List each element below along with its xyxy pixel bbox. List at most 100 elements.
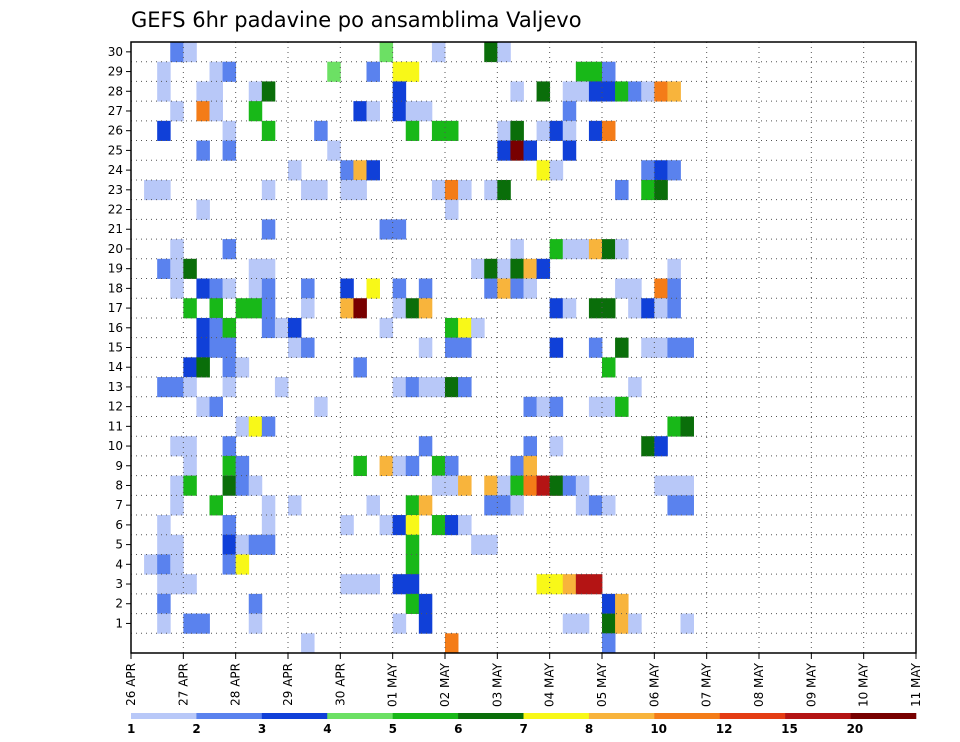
heatmap-cell (288, 317, 302, 339)
heatmap-cell (248, 101, 263, 122)
heatmap-cell (222, 475, 237, 496)
heatmap-cell (261, 258, 276, 279)
heatmap-cell (523, 396, 537, 417)
heatmap-cell (418, 436, 433, 457)
heatmap-cell (209, 101, 223, 122)
heatmap-cell (405, 101, 420, 122)
heatmap-cell (523, 455, 537, 477)
heatmap-cell (471, 317, 485, 339)
heatmap-cell (340, 298, 354, 319)
heatmap-cell (405, 61, 420, 82)
heatmap-cell (392, 455, 407, 477)
heatmap-cell (575, 495, 590, 516)
heatmap-cell (549, 120, 564, 141)
heatmap-cell (222, 554, 237, 575)
heatmap-cell (196, 317, 210, 339)
heatmap-cell (301, 337, 315, 358)
heatmap-cell (654, 179, 668, 201)
heatmap-cell (340, 278, 354, 299)
heatmap-cell (157, 534, 171, 555)
heatmap-cell (680, 337, 694, 358)
heatmap-cell (510, 258, 524, 279)
x-tick-label: 01 MAY (386, 662, 400, 707)
colorbar-label: 1 (127, 722, 135, 736)
heatmap-cell (222, 436, 237, 457)
y-tick-label: 23 (108, 183, 123, 197)
y-tick-label: 25 (108, 143, 123, 157)
heatmap-cell (157, 574, 171, 595)
heatmap-cell (615, 396, 629, 417)
heatmap-cell (667, 416, 681, 437)
y-tick-label: 4 (115, 557, 123, 571)
heatmap-cell (471, 258, 485, 279)
heatmap-cell (680, 495, 694, 516)
heatmap-cell (615, 613, 629, 634)
heatmap-cell (602, 298, 616, 319)
heatmap-cell (562, 239, 577, 260)
chart-title: GEFS 6hr padavine po ansamblima Valjevo (131, 8, 582, 32)
heatmap-cell (183, 377, 197, 398)
heatmap-cell (157, 81, 171, 102)
heatmap-cells (144, 42, 694, 654)
colorbar-swatch (785, 713, 851, 719)
heatmap-cell (353, 160, 367, 181)
colorbar-swatch (131, 713, 197, 719)
heatmap-cell (366, 495, 380, 516)
heatmap-cell (510, 120, 524, 141)
heatmap-cell (157, 554, 171, 575)
heatmap-cell (418, 278, 433, 299)
heatmap-cell (575, 574, 590, 595)
heatmap-cell (562, 81, 577, 102)
heatmap-cell (667, 81, 681, 102)
heatmap-cell (248, 475, 263, 496)
heatmap-cell (405, 298, 420, 319)
colorbar: 1 2 3 4 5 6 7 8 10 12 15 20 (127, 713, 917, 736)
heatmap-cell (654, 436, 668, 457)
heatmap-cell (366, 101, 380, 122)
heatmap-cell (497, 278, 511, 299)
y-tick-label: 24 (108, 163, 123, 177)
heatmap-cell (602, 396, 616, 417)
colorbar-label: 5 (389, 722, 397, 736)
heatmap-cell (602, 239, 616, 260)
heatmap-cell (366, 574, 380, 595)
heatmap-cell (562, 120, 577, 141)
x-tick-label: 09 MAY (804, 662, 818, 707)
x-tick-label: 04 MAY (543, 662, 557, 707)
heatmap-cell (183, 357, 197, 378)
heatmap-cell (497, 179, 511, 201)
heatmap-cell (196, 337, 210, 358)
heatmap-cell (392, 613, 407, 634)
heatmap-cell (405, 534, 420, 555)
heatmap-cell (641, 179, 655, 201)
x-tick-label: 03 MAY (490, 662, 504, 707)
heatmap-cell (497, 42, 511, 63)
heatmap-cell (248, 258, 263, 279)
heatmap-cell (301, 179, 315, 201)
heatmap-cell (562, 140, 577, 161)
heatmap-cell (405, 120, 420, 141)
heatmap-cell (549, 298, 564, 319)
heatmap-cell (183, 42, 197, 63)
heatmap-cell (445, 515, 459, 536)
heatmap-cell (379, 219, 394, 240)
heatmap-cell (274, 377, 289, 398)
heatmap-cell (261, 120, 276, 141)
y-tick-label: 22 (108, 203, 123, 217)
heatmap-cell (157, 120, 171, 141)
heatmap-cell (183, 455, 197, 477)
heatmap-cell (222, 377, 237, 398)
heatmap-cell (523, 278, 537, 299)
heatmap-cell (405, 574, 420, 595)
heatmap-cell (301, 633, 315, 654)
y-tick-label: 10 (108, 439, 123, 453)
heatmap-cell (301, 298, 315, 319)
heatmap-cell (497, 258, 511, 279)
heatmap-cell (196, 396, 210, 417)
heatmap-cell (392, 515, 407, 536)
heatmap-cell (602, 633, 616, 654)
heatmap-cell (575, 81, 590, 102)
heatmap-cell (196, 101, 210, 122)
heatmap-cell (484, 534, 498, 555)
y-tick-label: 19 (108, 262, 123, 276)
